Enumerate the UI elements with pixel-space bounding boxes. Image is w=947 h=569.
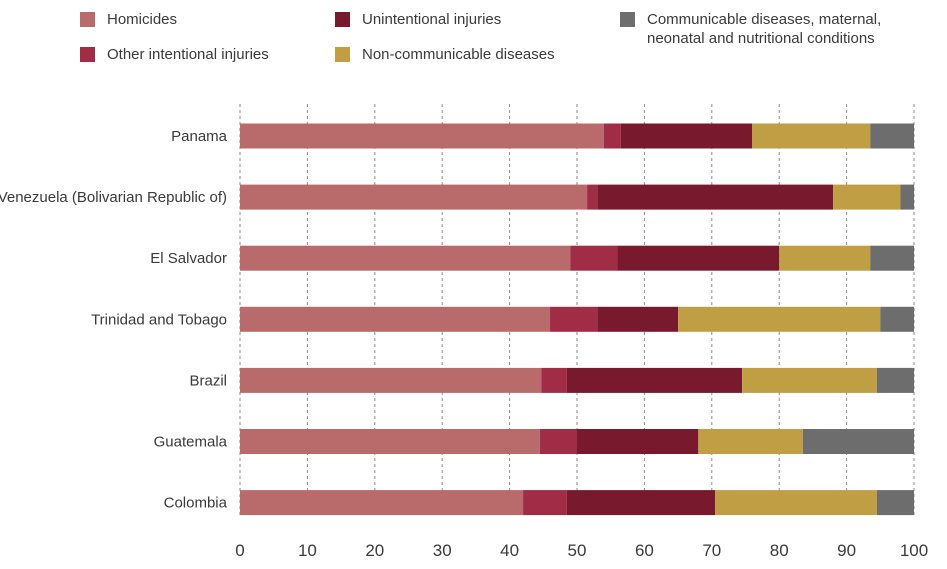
bar-venezuela-bolivarian-republic-of-homicides [240, 184, 588, 210]
category-label-trinidad-and-tobago: Trinidad and Tobago [91, 311, 227, 328]
legend-item-other-intentional-injuries: Other intentional injuries [80, 45, 269, 64]
x-tick-label-0: 0 [235, 541, 244, 560]
x-tick-label-60: 60 [635, 541, 654, 560]
x-tick-label-30: 30 [433, 541, 452, 560]
bar-colombia-communicable-diseases-maternal-neonatal- [876, 490, 914, 516]
category-label-venezuela-bolivarian-republic-of: Venezuela (Bolivarian Republic of) [0, 189, 227, 206]
bar-trinidad-and-tobago-non-communicable-diseases [678, 306, 881, 332]
bar-colombia-non-communicable-diseases [715, 490, 877, 516]
legend-item-communicable-diseases: Communicable diseases, maternal, neonata… [620, 10, 887, 48]
legend-label-homicides: Homicides [107, 11, 178, 28]
legend-item-homicides: Homicides [80, 10, 177, 29]
bar-el-salvador-non-communicable-diseases [779, 245, 871, 271]
category-label-guatemala: Guatemala [154, 434, 228, 451]
category-label-panama: Panama [171, 128, 228, 145]
bar-guatemala-other-intentional-injuries [539, 429, 577, 454]
x-tick-label-100: 100 [900, 541, 928, 560]
legend-label-communicable-diseases: Communicable diseases, maternal, neonata… [647, 11, 882, 47]
category-label-brazil: Brazil [189, 372, 227, 389]
legend-swatch-other-intentional-injuries [80, 47, 95, 62]
bar-el-salvador-communicable-diseases-maternal-neonatal- [870, 245, 914, 271]
bar-el-salvador-homicides [240, 245, 571, 271]
x-tick-label-70: 70 [702, 541, 721, 560]
bar-el-salvador-unintentional-injuries [617, 245, 780, 271]
bar-trinidad-and-tobago-homicides [240, 306, 551, 332]
bar-el-salvador-other-intentional-injuries [570, 245, 618, 271]
bar-brazil-other-intentional-injuries [541, 367, 567, 393]
bar-brazil-non-communicable-diseases [742, 367, 877, 393]
legend-item-non-communicable-diseases: Non-communicable diseases [335, 45, 555, 64]
bar-trinidad-and-tobago-communicable-diseases-maternal-neonatal- [880, 306, 914, 332]
x-tick-label-10: 10 [298, 541, 317, 560]
bar-panama-non-communicable-diseases [752, 123, 871, 149]
bar-panama-other-intentional-injuries [603, 123, 621, 149]
bar-guatemala-unintentional-injuries [577, 429, 699, 454]
bar-venezuela-bolivarian-republic-of-unintentional-injuries [597, 184, 834, 210]
bar-brazil-homicides [240, 367, 542, 393]
legend-label-other-intentional-injuries: Other intentional injuries [107, 46, 269, 63]
bar-brazil-unintentional-injuries [566, 367, 743, 393]
bar-panama-communicable-diseases-maternal-neonatal- [870, 123, 914, 149]
bar-guatemala-homicides [240, 429, 540, 454]
legend-label-unintentional-injuries: Unintentional injuries [362, 11, 502, 28]
bar-trinidad-and-tobago-unintentional-injuries [597, 306, 679, 332]
legend-label-non-communicable-diseases: Non-communicable diseases [362, 46, 555, 63]
bar-panama-homicides [240, 123, 604, 149]
x-tick-label-20: 20 [365, 541, 384, 560]
bar-panama-unintentional-injuries [620, 123, 753, 149]
legend-swatch-unintentional-injuries [335, 12, 350, 27]
bar-colombia-unintentional-injuries [566, 490, 716, 516]
bar-brazil-communicable-diseases-maternal-neonatal- [876, 367, 914, 393]
bar-trinidad-and-tobago-other-intentional-injuries [550, 306, 598, 332]
x-tick-label-90: 90 [837, 541, 856, 560]
legend-swatch-communicable-diseases [620, 12, 635, 27]
x-tick-label-40: 40 [500, 541, 519, 560]
x-tick-label-50: 50 [568, 541, 587, 560]
bar-venezuela-bolivarian-republic-of-communicable-diseases-maternal-neonatal- [900, 184, 914, 210]
legend-swatch-non-communicable-diseases [335, 47, 350, 62]
category-label-el-salvador: El Salvador [150, 250, 227, 267]
bar-colombia-homicides [240, 490, 524, 516]
bar-venezuela-bolivarian-republic-of-non-communicable-diseases [833, 184, 901, 210]
x-tick-label-80: 80 [770, 541, 789, 560]
bar-guatemala-communicable-diseases-maternal-neonatal- [802, 429, 914, 454]
category-label-colombia: Colombia [164, 495, 228, 512]
bar-guatemala-non-communicable-diseases [698, 429, 803, 454]
bar-colombia-other-intentional-injuries [523, 490, 567, 516]
bar-venezuela-bolivarian-republic-of-other-intentional-injuries [587, 184, 598, 210]
legend-item-unintentional-injuries: Unintentional injuries [335, 10, 501, 29]
legend-swatch-homicides [80, 12, 95, 27]
